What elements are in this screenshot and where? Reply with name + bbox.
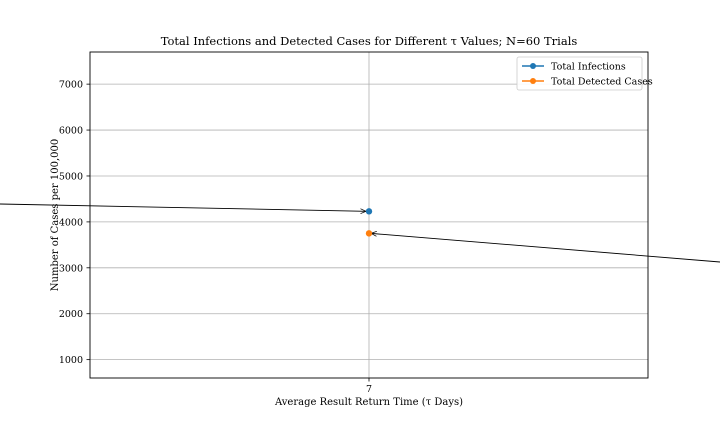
y-tick-label: 1000 (59, 355, 83, 366)
y-axis-label: Number of Cases per 100,000 (50, 139, 61, 291)
annotation-arrow-total-detected-cases (371, 233, 720, 263)
chart-title: Total Infections and Detected Cases for … (161, 34, 578, 48)
y-tick-label: 7000 (59, 80, 83, 91)
y-tick-label: 5000 (59, 171, 83, 182)
legend-marker-total-infections (530, 63, 536, 69)
annotations (0, 203, 720, 263)
x-axis-ticks: 7 (366, 378, 372, 395)
data-point-total-detected-cases (365, 230, 373, 237)
series-layer (365, 208, 373, 237)
grid (90, 52, 648, 378)
legend-label-total-infections: Total Infections (551, 62, 626, 73)
annotation-arrow-total-infections (0, 203, 366, 211)
y-tick-label: 4000 (59, 217, 83, 228)
x-axis-label: Average Result Return Time (τ Days) (274, 397, 463, 408)
y-tick-label: 6000 (59, 126, 83, 137)
legend-label-total-detected-cases: Total Detected Cases (551, 77, 653, 88)
y-tick-label: 2000 (59, 309, 83, 320)
y-tick-label: 3000 (59, 263, 83, 274)
legend: Total Infections Total Detected Cases (516, 56, 653, 91)
x-tick-label: 7 (366, 384, 372, 395)
data-point-total-infections (365, 208, 373, 215)
y-axis-ticks: 1000 2000 3000 4000 5000 6000 7000 (59, 80, 90, 366)
legend-marker-total-detected-cases (530, 78, 536, 84)
legend-frame (516, 56, 643, 91)
